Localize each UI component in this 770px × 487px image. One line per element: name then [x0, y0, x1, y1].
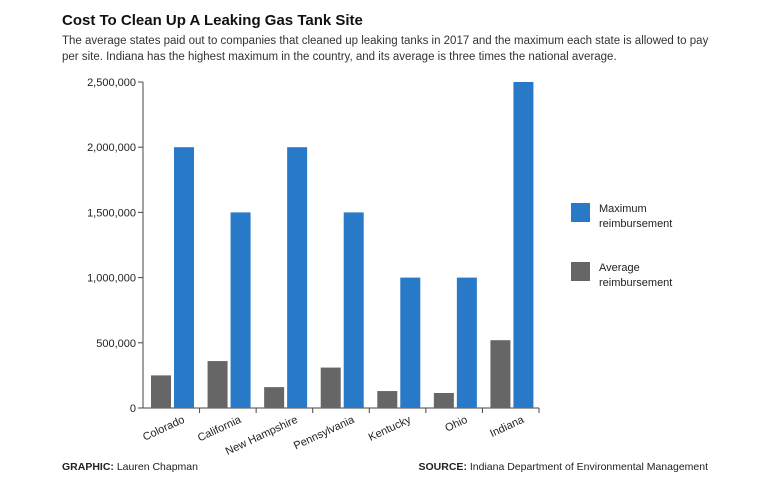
bar-average-pennsylvania [320, 367, 341, 408]
x-tick-label: Indiana [488, 413, 527, 440]
chart-subtitle: The average states paid out to companies… [62, 35, 709, 63]
x-tick-label: Ohio [443, 414, 469, 435]
source-credit-name: Indiana Department of Environmental Mana… [469, 461, 708, 473]
bar-average-colorado [151, 375, 171, 408]
bar-average-new-hampshire [264, 387, 285, 408]
graphic-credit-name: Lauren Chapman [116, 461, 198, 473]
y-tick-label: 1,500,000 [87, 207, 136, 219]
bar-average-california [207, 361, 228, 408]
bar-maximum-indiana [513, 82, 534, 408]
bar-maximum-california [230, 212, 251, 408]
legend-swatch [571, 203, 590, 222]
graphic-credit: GRAPHIC: Lauren Chapman [62, 461, 198, 473]
bar-maximum-new-hampshire [287, 147, 308, 408]
x-tick-label: Pennsylvania [292, 413, 357, 452]
graphic-credit-label: GRAPHIC: [62, 461, 114, 473]
legend-label-line1: Average [599, 262, 640, 274]
bar-maximum-colorado [174, 147, 194, 408]
bar-maximum-kentucky [400, 277, 421, 408]
bar-maximum-pennsylvania [343, 212, 364, 408]
legend-label-line2: reimbursement [599, 218, 672, 230]
y-tick-label: 500,000 [96, 338, 136, 350]
x-tick-label: Kentucky [367, 414, 414, 444]
x-tick-label: California [196, 413, 244, 444]
source-credit-label: SOURCE: [418, 461, 467, 473]
y-tick-label: 2,500,000 [87, 77, 136, 89]
y-tick-label: 0 [130, 403, 136, 415]
chart-title: Cost To Clean Up A Leaking Gas Tank Site [62, 12, 363, 29]
bar-maximum-ohio [456, 277, 477, 408]
legend-swatch [571, 262, 590, 281]
bar-average-ohio [433, 393, 454, 408]
legend-label-line2: reimbursement [599, 277, 672, 289]
bar-average-kentucky [377, 391, 398, 408]
bar-average-indiana [490, 340, 511, 408]
y-tick-label: 2,000,000 [87, 142, 136, 154]
x-tick-label: Colorado [141, 414, 187, 444]
y-tick-label: 1,000,000 [87, 273, 136, 285]
legend-label-line1: Maximum [599, 203, 647, 215]
source-credit: SOURCE: Indiana Department of Environmen… [419, 461, 708, 473]
